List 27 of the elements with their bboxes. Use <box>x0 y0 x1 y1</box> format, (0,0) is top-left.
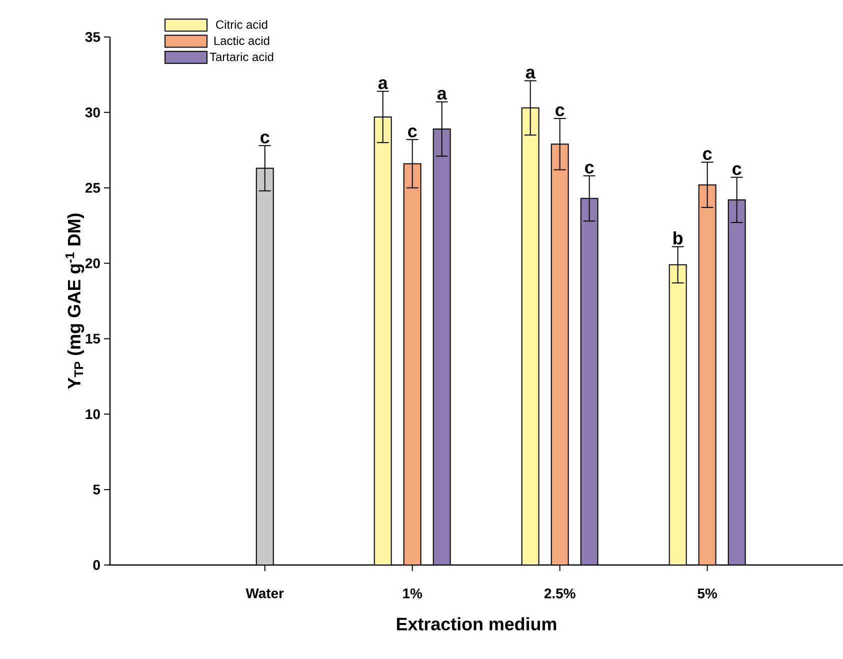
y-tick-label: 30 <box>85 107 100 118</box>
y-tick-label: 0 <box>93 560 100 570</box>
legend-label: Tartaric acid <box>210 52 274 62</box>
y-axis-title: Y$_{TP}$ (mg GAE g$^{-1}$ DM) <box>65 214 84 390</box>
data-label: a <box>526 68 536 79</box>
y-tick-label: 10 <box>86 409 100 420</box>
data-label: c <box>556 106 564 116</box>
y-tick-label: 15 <box>86 334 100 344</box>
y-tick-label: 25 <box>85 182 100 193</box>
x-tick-label: 5% <box>698 588 718 598</box>
data-label: a <box>378 79 388 90</box>
data-label: b <box>674 231 683 244</box>
legend-label: Lactic acid <box>214 36 270 45</box>
x-tick-label: 2.5% <box>544 588 576 598</box>
legend-label: Citric acid <box>216 20 268 29</box>
y-tick-label: 20 <box>85 258 100 268</box>
data-label: c <box>260 134 270 144</box>
data-label: a <box>437 90 447 100</box>
data-label: c <box>585 164 594 174</box>
x-tick-label: Water <box>246 588 284 598</box>
y-tick-label: 35 <box>85 32 100 42</box>
data-label: c <box>732 165 742 176</box>
x-tick-label: 1% <box>403 588 422 598</box>
data-label: c <box>703 150 712 160</box>
x-axis-title: Extraction medium <box>396 617 556 630</box>
y-tick-label: 5 <box>93 484 100 494</box>
data-label: c <box>408 128 417 138</box>
